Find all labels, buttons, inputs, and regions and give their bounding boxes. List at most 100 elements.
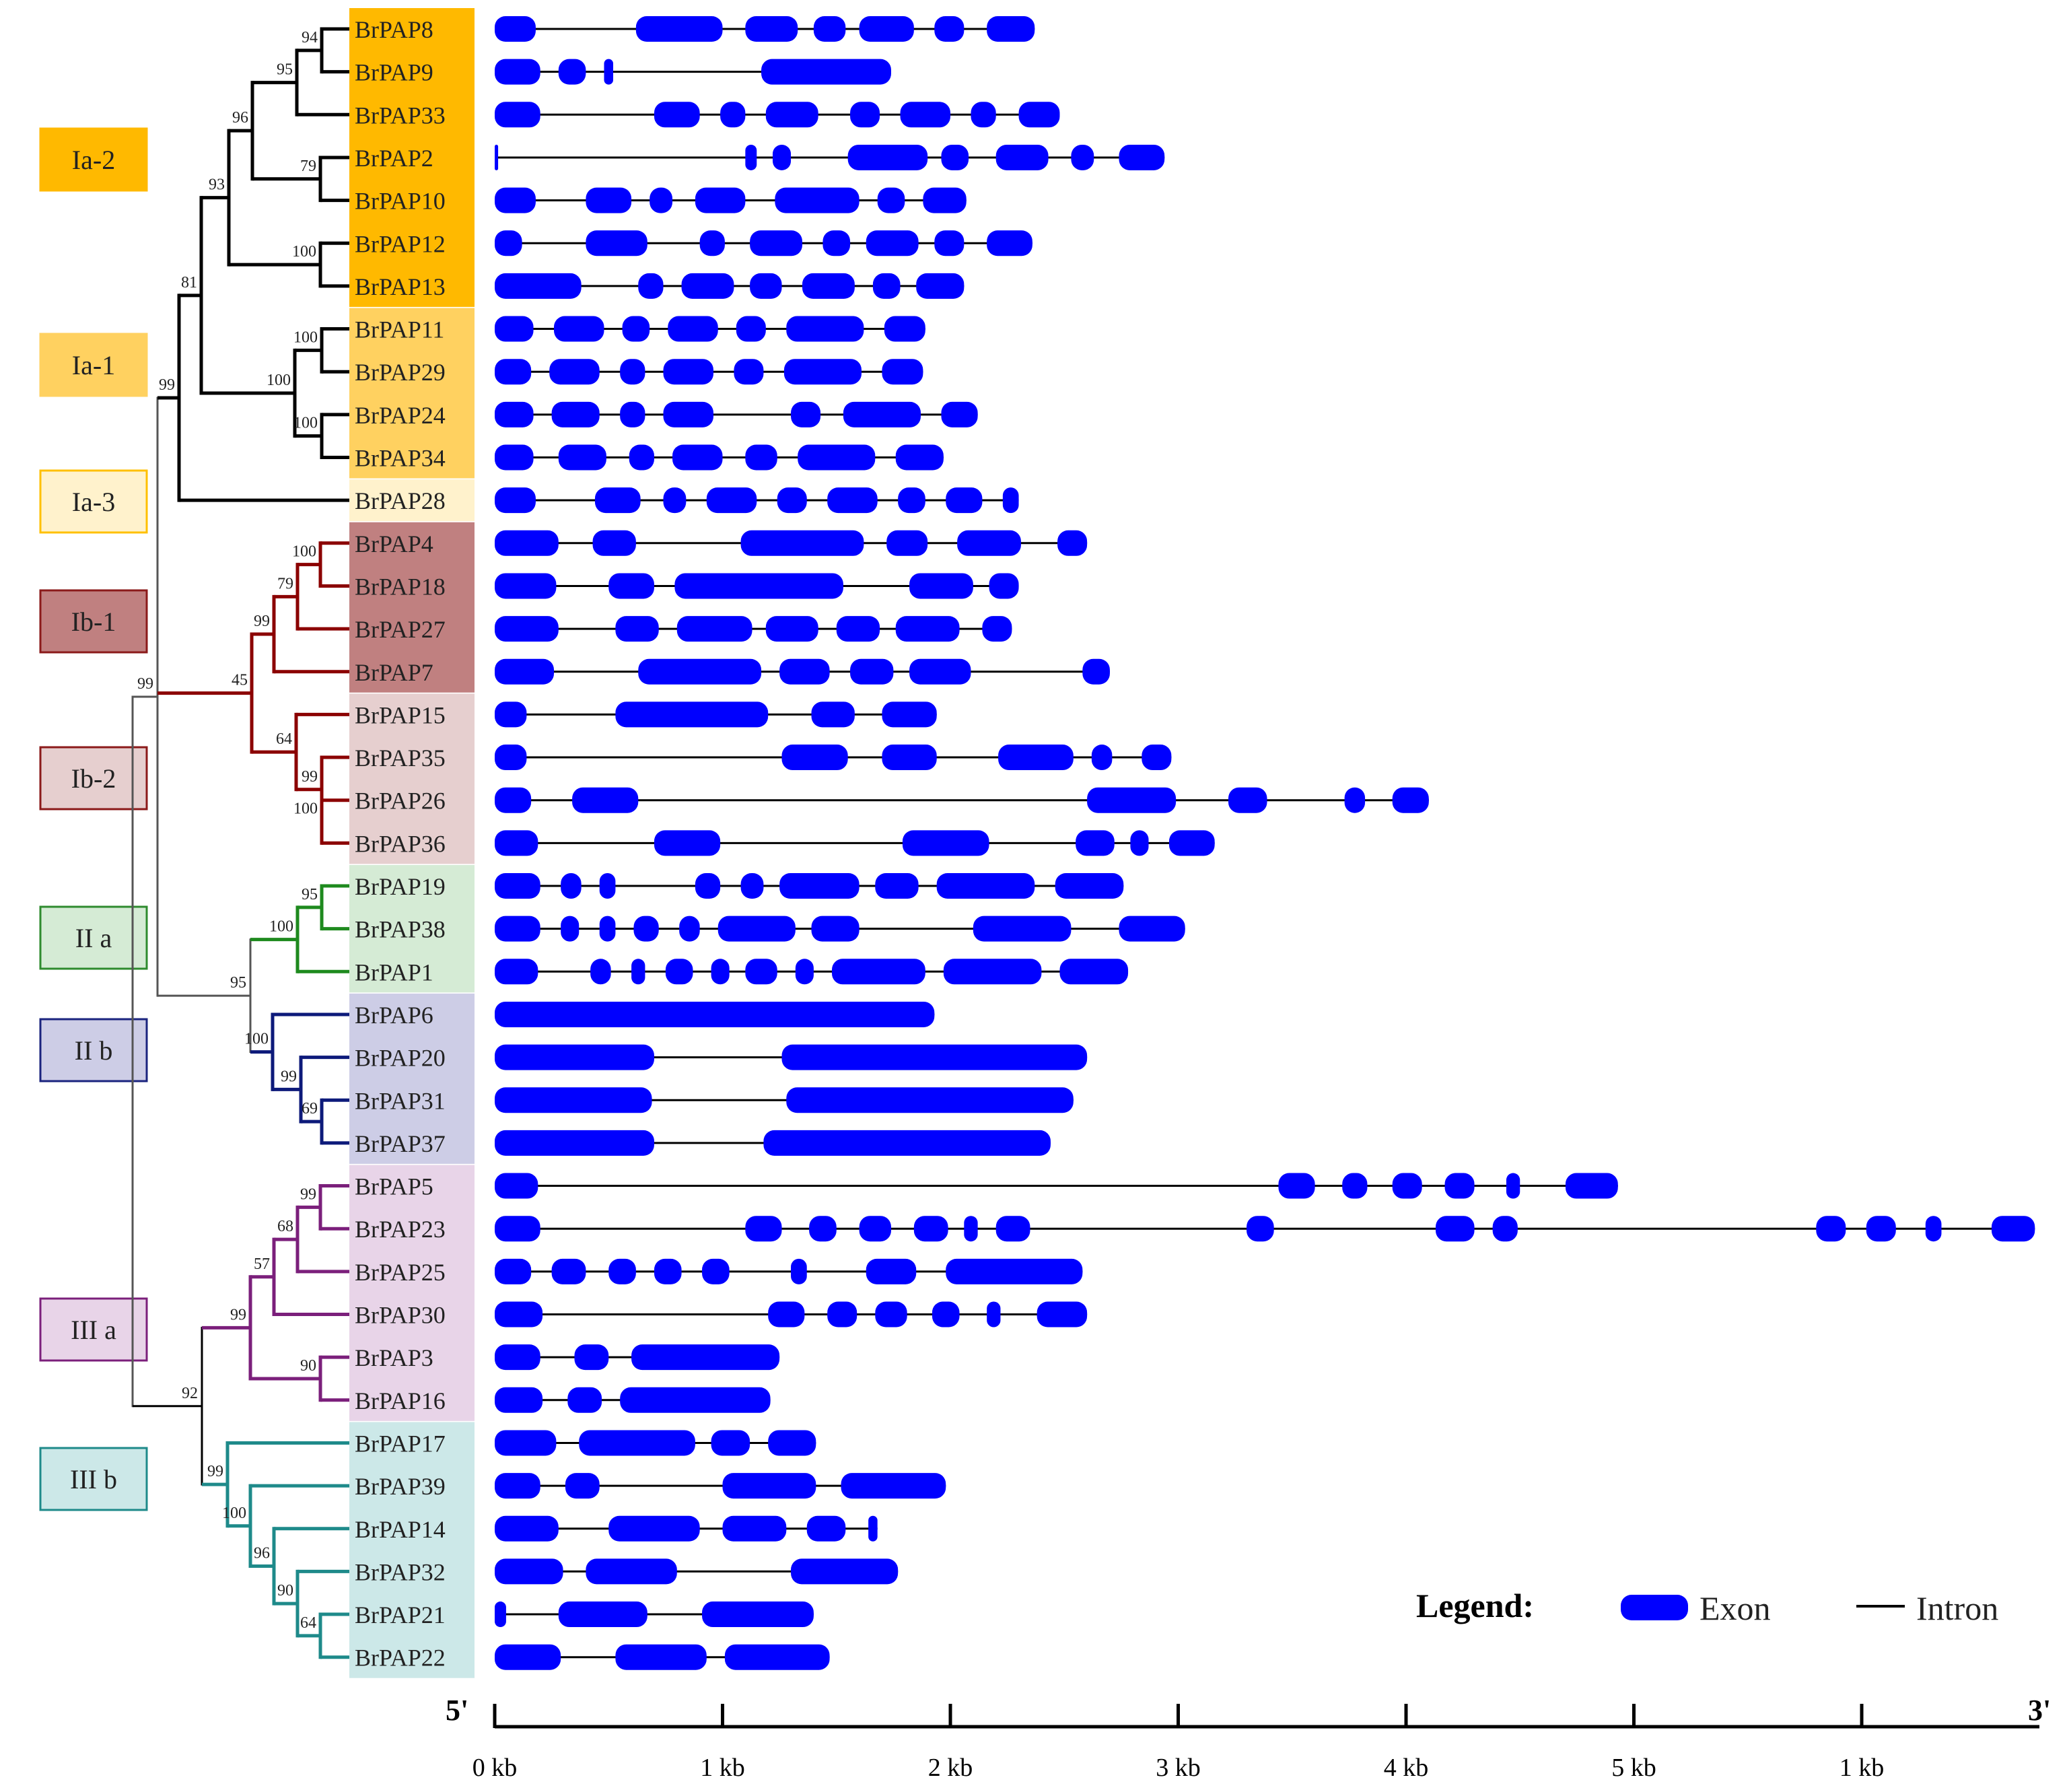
exon — [633, 916, 659, 942]
tree-clade: 100 — [244, 1012, 349, 1091]
exon — [802, 273, 855, 299]
exon — [989, 573, 1019, 599]
exon — [859, 1216, 891, 1242]
tree-clade: 64 — [300, 1612, 349, 1659]
exon — [882, 359, 923, 385]
exon — [909, 658, 971, 685]
exon — [791, 401, 821, 427]
exon — [495, 102, 540, 128]
subgroup-gene-band — [349, 8, 475, 307]
gene-name: BrPAP17 — [355, 1430, 446, 1457]
exon — [495, 830, 538, 856]
exon — [1925, 1216, 1942, 1242]
gene-name: BrPAP10 — [355, 188, 446, 215]
tree-clade: 99 — [302, 755, 349, 824]
exon — [745, 1216, 782, 1242]
exon — [622, 316, 650, 342]
axis-tick-label: 1 kb — [700, 1754, 745, 1782]
exon — [1492, 1216, 1518, 1242]
bootstrap-value: 100 — [244, 1031, 269, 1048]
gene-structure — [495, 1430, 816, 1456]
exon — [674, 573, 843, 599]
exon — [850, 102, 880, 128]
gene-name: BrPAP8 — [355, 16, 433, 43]
gene-name: BrPAP26 — [355, 788, 446, 815]
exon — [558, 59, 586, 85]
exon — [586, 230, 647, 256]
gene-name: BrPAP13 — [355, 273, 446, 300]
exon — [1082, 658, 1110, 685]
gene-label-backgrounds — [349, 8, 475, 1678]
subgroup-gene-band — [349, 1422, 475, 1678]
exon — [676, 616, 752, 642]
subgroup-label: II a — [75, 923, 112, 953]
gene-structure — [495, 1558, 899, 1585]
exon — [706, 487, 757, 514]
exon — [495, 1301, 543, 1328]
legend: Legend: Exon Intron — [1416, 1587, 1998, 1627]
bootstrap-value: 90 — [277, 1582, 293, 1599]
exon — [775, 187, 860, 213]
exon — [895, 616, 960, 642]
exon — [964, 1216, 978, 1242]
exon — [868, 1515, 878, 1542]
exon — [1168, 830, 1215, 856]
exon — [745, 144, 757, 170]
bootstrap-value: 64 — [276, 730, 292, 748]
gene-structure — [495, 273, 965, 299]
bootstrap-value: 99 — [137, 675, 153, 693]
legend-exon-label: Exon — [1700, 1589, 1771, 1627]
axis-tick-label: 0 kb — [472, 1754, 518, 1782]
exon — [1091, 745, 1113, 771]
exon — [654, 830, 721, 856]
gene-structure — [495, 401, 978, 427]
exon — [1119, 144, 1165, 170]
exon — [695, 187, 746, 213]
exon — [720, 102, 746, 128]
five-prime-label: 5' — [446, 1694, 468, 1727]
gene-structure — [495, 830, 1215, 856]
exon — [884, 316, 925, 342]
exon — [495, 658, 555, 685]
exon — [679, 916, 700, 942]
exon — [1444, 1173, 1475, 1199]
exon — [567, 1387, 602, 1413]
gene-name: BrPAP28 — [355, 487, 446, 514]
exon — [495, 230, 522, 256]
exon — [495, 873, 540, 899]
exon — [900, 102, 950, 128]
exon — [943, 959, 1042, 985]
exon — [599, 873, 616, 899]
gene-structure — [495, 959, 1129, 985]
gene-name: BrPAP39 — [355, 1473, 446, 1500]
exon — [941, 401, 978, 427]
tree-clade: 99 — [300, 1184, 349, 1231]
gene-name: BrPAP14 — [355, 1516, 446, 1543]
tree-clade: 99 — [254, 594, 349, 674]
bootstrap-value: 100 — [222, 1505, 246, 1522]
gene-name: BrPAP21 — [355, 1601, 446, 1628]
tree-clade: 99 — [159, 294, 349, 502]
exon — [1071, 144, 1094, 170]
exon — [631, 1344, 780, 1371]
exon — [1342, 1173, 1368, 1199]
exon — [699, 230, 725, 256]
bootstrap-value: 93 — [209, 176, 225, 194]
exon — [813, 16, 846, 42]
tree-clade: 68 — [277, 1205, 349, 1274]
legend-intron-label: Intron — [1916, 1589, 1998, 1627]
gene-name: BrPAP4 — [355, 530, 433, 557]
exon — [711, 959, 730, 985]
gene-name: BrPAP5 — [355, 1173, 433, 1200]
exon — [768, 1301, 805, 1328]
gene-structure — [495, 1344, 780, 1371]
exon — [604, 59, 614, 85]
bootstrap-value: 99 — [159, 376, 175, 394]
exon — [668, 316, 718, 342]
gene-structures — [495, 16, 2035, 1670]
gene-structure — [495, 616, 1012, 642]
bootstrap-value: 92 — [182, 1385, 198, 1402]
subgroup-gene-band — [349, 993, 475, 1164]
tree-clade: 100 — [267, 348, 322, 438]
bootstrap-value: 100 — [293, 415, 318, 432]
